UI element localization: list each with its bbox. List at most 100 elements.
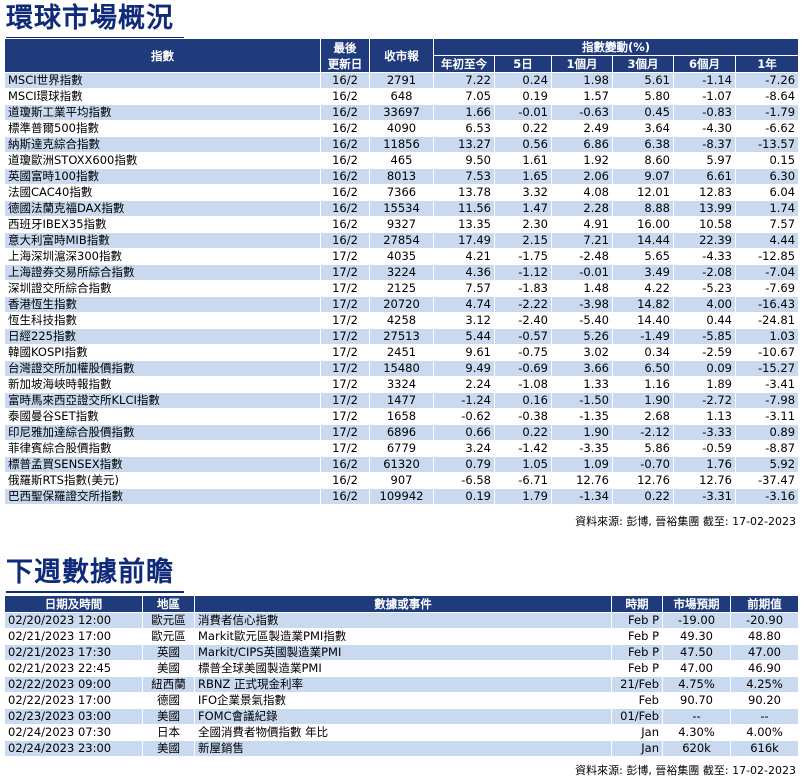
1y-change: -10.67 bbox=[734, 344, 800, 361]
event-previous: -- bbox=[730, 708, 799, 725]
market-row: 巴西聖保羅證交所指數 16/2 109942 0.19 1.79 -1.34 0.22 -3.… bbox=[4, 488, 800, 505]
close-value: 33697 bbox=[369, 104, 434, 121]
update-date: 17/2 bbox=[320, 296, 370, 313]
index-name: 深圳證交所綜合指數 bbox=[4, 280, 321, 297]
1m-change: 1.90 bbox=[551, 424, 613, 441]
event-row: 02/21/2023 17:30 英國 Markit/CIPS英國製造業PMI Feb… bbox=[4, 644, 799, 661]
6m-change: 1.76 bbox=[673, 456, 736, 473]
1m-change: -0.01 bbox=[551, 264, 613, 281]
market-row: 菲律賓綜合股價指數 17/2 6779 3.24 -1.42 -3.35 5.86 -0.59… bbox=[4, 440, 800, 457]
close-value: 6896 bbox=[369, 424, 434, 441]
3m-change: 5.80 bbox=[612, 88, 674, 105]
5d-change: -6.71 bbox=[494, 472, 552, 489]
update-date-header-line2: 更新日 bbox=[327, 56, 363, 71]
1y-change: 1.03 bbox=[734, 328, 800, 345]
update-date: 16/2 bbox=[320, 200, 370, 217]
5d-change: 1.47 bbox=[494, 200, 552, 217]
update-date: 16/2 bbox=[320, 72, 370, 89]
event-period: Jan bbox=[611, 740, 663, 757]
index-name: 韓國KOSPI指數 bbox=[4, 344, 321, 361]
index-name: MSCI世界指數 bbox=[4, 72, 321, 89]
event-forecast: 90.70 bbox=[662, 692, 731, 709]
1m-change: -1.35 bbox=[551, 408, 613, 425]
event-previous: 48.80 bbox=[730, 628, 799, 645]
update-date: 17/2 bbox=[320, 360, 370, 377]
close-value: 15480 bbox=[369, 360, 434, 377]
ytd-change: 9.50 bbox=[433, 152, 495, 169]
index-name: 上海深圳滬深300指數 bbox=[4, 248, 321, 265]
update-date: 16/2 bbox=[320, 152, 370, 169]
3m-change: 1.90 bbox=[612, 392, 674, 409]
close-value: 1477 bbox=[369, 392, 434, 409]
event-previous: 616k bbox=[730, 740, 799, 757]
update-date: 17/2 bbox=[320, 392, 370, 409]
index-name: 意大利富時MIB指數 bbox=[4, 232, 321, 249]
event-region: 紐西蘭 bbox=[142, 676, 195, 693]
period-header-ytd: 年初至今 bbox=[433, 55, 495, 73]
market-row: 香港恆生指數 17/2 20720 4.74 -2.22 -3.98 14.82 4.00 -1… bbox=[4, 296, 800, 313]
week-table-body: 02/20/2023 12:00 歐元區 消費者信心指數 Feb P -19.00 -20… bbox=[4, 612, 799, 757]
event-region: 美國 bbox=[142, 660, 195, 677]
event-period: 21/Feb bbox=[611, 676, 663, 693]
3m-change: 0.34 bbox=[612, 344, 674, 361]
5d-change: -0.57 bbox=[494, 328, 552, 345]
period-header-5d: 5日 bbox=[494, 55, 552, 73]
5d-change: -0.38 bbox=[494, 408, 552, 425]
market-row: 納斯達克綜合指數 16/2 11856 13.27 0.56 6.86 6.38 -8.37-… bbox=[4, 136, 800, 153]
3m-change: 3.64 bbox=[612, 120, 674, 137]
5d-change: 1.65 bbox=[494, 168, 552, 185]
ytd-change: 13.35 bbox=[433, 216, 495, 233]
update-date: 16/2 bbox=[320, 88, 370, 105]
event-name: 消費者信心指數 bbox=[194, 612, 612, 629]
6m-change: 1.89 bbox=[673, 376, 736, 393]
period-header-1m: 1個月 bbox=[551, 55, 613, 73]
5d-change: -1.83 bbox=[494, 280, 552, 297]
close-value: 61320 bbox=[369, 456, 434, 473]
6m-change: 13.99 bbox=[673, 200, 736, 217]
event-forecast: 47.50 bbox=[662, 644, 731, 661]
market-row: 上海深圳滬深300指數 17/2 4035 4.21 -1.75 -2.48 5.65 -4.… bbox=[4, 248, 800, 265]
update-date: 16/2 bbox=[320, 232, 370, 249]
event-forecast: 47.00 bbox=[662, 660, 731, 677]
1y-change: -3.41 bbox=[734, 376, 800, 393]
event-datetime: 02/21/2023 17:00 bbox=[4, 628, 143, 645]
1m-change: -0.63 bbox=[551, 104, 613, 121]
update-date: 17/2 bbox=[320, 264, 370, 281]
6m-change: -5.85 bbox=[673, 328, 736, 345]
event-previous: 4.00% bbox=[730, 724, 799, 741]
1y-change: -8.87 bbox=[734, 440, 800, 457]
event-period: Feb P bbox=[611, 628, 663, 645]
event-region: 德國 bbox=[142, 692, 195, 709]
5d-change: -1.12 bbox=[494, 264, 552, 281]
event-row: 02/23/2023 03:00 美國 FOMC會議紀錄 01/Feb -- -- bbox=[4, 708, 799, 725]
ytd-change: 7.53 bbox=[433, 168, 495, 185]
6m-change: 5.97 bbox=[673, 152, 736, 169]
1y-change: -7.26 bbox=[734, 72, 800, 89]
week-preview-title: 下週數據前瞻 bbox=[6, 556, 184, 593]
ytd-change: 0.19 bbox=[433, 488, 495, 505]
5d-change: -1.08 bbox=[494, 376, 552, 393]
1y-change: -15.27 bbox=[734, 360, 800, 377]
1m-change: 1.92 bbox=[551, 152, 613, 169]
index-name: 俄羅斯RTS指數(美元) bbox=[4, 472, 321, 489]
ytd-change: 9.61 bbox=[433, 344, 495, 361]
1m-change: -3.98 bbox=[551, 296, 613, 313]
event-datetime: 02/21/2023 17:30 bbox=[4, 644, 143, 661]
ytd-change: -1.24 bbox=[433, 392, 495, 409]
6m-change: -3.31 bbox=[673, 488, 736, 505]
close-value: 4035 bbox=[369, 248, 434, 265]
ytd-change: 13.27 bbox=[433, 136, 495, 153]
index-name: 上海證券交易所綜合指數 bbox=[4, 264, 321, 281]
1m-change: 1.57 bbox=[551, 88, 613, 105]
1y-change: 0.15 bbox=[734, 152, 800, 169]
close-value: 9327 bbox=[369, 216, 434, 233]
3m-change: 6.38 bbox=[612, 136, 674, 153]
index-name: 恆生科技指數 bbox=[4, 312, 321, 329]
close-value: 7366 bbox=[369, 184, 434, 201]
week-preview-table: 日期及時間 地區 數據或事件 時期 市場預期 前期值 02/20/2023 12… bbox=[4, 595, 799, 757]
update-date: 16/2 bbox=[320, 488, 370, 505]
6m-change: -4.33 bbox=[673, 248, 736, 265]
3m-change: 14.82 bbox=[612, 296, 674, 313]
5d-change: -0.69 bbox=[494, 360, 552, 377]
event-previous: -20.90 bbox=[730, 612, 799, 629]
